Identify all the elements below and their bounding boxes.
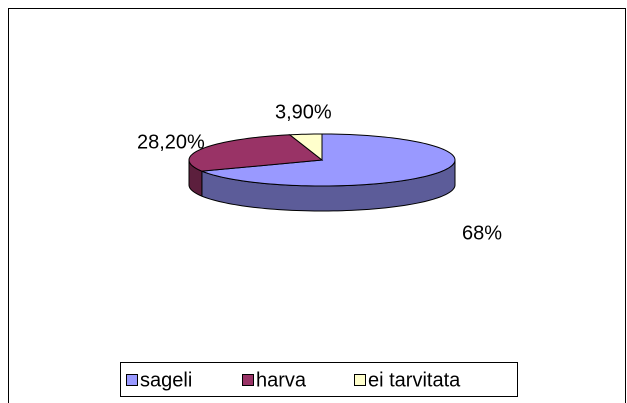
data-label: 68%: [462, 222, 502, 244]
legend-swatch: [242, 374, 254, 386]
legend-label: ei tarvitata: [368, 369, 461, 391]
legend-swatch: [354, 374, 366, 386]
legend-swatch: [126, 374, 138, 386]
legend: sageli harva ei tarvitata: [126, 369, 461, 391]
pie-slice: [288, 133, 323, 162]
legend-box: [120, 362, 518, 397]
legend-label: sageli: [140, 369, 192, 391]
pie: 68% 28,20% 3,90%: [137, 101, 502, 244]
pie-slice: [201, 133, 456, 187]
data-label: 3,90%: [275, 101, 332, 123]
legend-label: harva: [256, 369, 307, 391]
pie-slice: [188, 134, 324, 172]
data-label: 28,20%: [137, 131, 205, 153]
